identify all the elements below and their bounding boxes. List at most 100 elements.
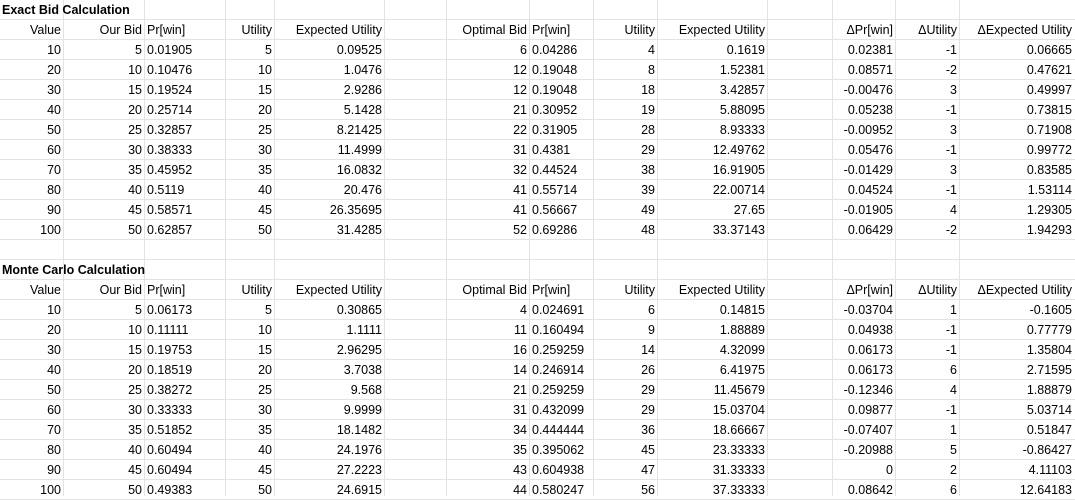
table-cell[interactable]: 0.44524 [532, 163, 578, 177]
table-cell[interactable]: 19 [641, 103, 655, 117]
table-cell[interactable]: 27.65 [733, 203, 765, 217]
table-cell[interactable]: 16.0832 [336, 163, 382, 177]
table-cell[interactable]: 2 [950, 463, 957, 477]
column-header[interactable]: Our Bid [99, 283, 142, 297]
table-cell[interactable]: -2 [945, 223, 957, 237]
table-cell[interactable]: 41 [513, 203, 527, 217]
table-cell[interactable]: 40 [128, 443, 142, 457]
table-cell[interactable]: 0.4381 [532, 143, 571, 157]
table-cell[interactable]: 4 [950, 203, 957, 217]
table-cell[interactable]: 29 [641, 143, 655, 157]
table-cell[interactable]: 0.04524 [847, 183, 893, 197]
table-cell[interactable]: 0.56667 [532, 203, 578, 217]
table-cell[interactable]: 31 [513, 403, 527, 417]
table-cell[interactable]: 35 [128, 423, 142, 437]
table-cell[interactable]: -0.03704 [843, 303, 893, 317]
table-cell[interactable]: 35 [258, 423, 272, 437]
table-cell[interactable]: 27.2223 [336, 463, 382, 477]
column-header[interactable]: ΔExpected Utility [977, 283, 1073, 297]
table-cell[interactable]: 50 [128, 223, 142, 237]
table-cell[interactable]: -0.86427 [1022, 443, 1072, 457]
table-cell[interactable]: 0.444444 [532, 423, 585, 437]
table-cell[interactable]: 0.604938 [532, 463, 585, 477]
column-header[interactable]: Optimal Bid [462, 283, 527, 297]
table-cell[interactable]: 1.1111 [346, 323, 382, 337]
table-cell[interactable]: 29 [641, 383, 655, 397]
column-header[interactable]: ΔExpected Utility [977, 23, 1073, 37]
table-cell[interactable]: 9 [648, 323, 655, 337]
table-cell[interactable]: 0.69286 [532, 223, 578, 237]
table-cell[interactable]: 0.99772 [1026, 143, 1072, 157]
table-cell[interactable]: 49 [641, 203, 655, 217]
table-cell[interactable]: 0.38333 [147, 143, 193, 157]
table-cell[interactable]: 16 [513, 343, 527, 357]
table-cell[interactable]: 25 [128, 123, 142, 137]
table-cell[interactable]: 4 [950, 383, 957, 397]
table-cell[interactable]: 70 [47, 163, 61, 177]
table-cell[interactable]: 0.19524 [147, 83, 193, 97]
table-cell[interactable]: 0.06665 [1026, 43, 1072, 57]
table-cell[interactable]: 10 [128, 63, 142, 77]
column-header[interactable]: Utility [624, 23, 655, 37]
table-cell[interactable]: 0.83585 [1026, 163, 1072, 177]
table-cell[interactable]: 0.60494 [147, 443, 193, 457]
table-cell[interactable]: 8 [648, 63, 655, 77]
table-cell[interactable]: 14 [513, 363, 527, 377]
table-cell[interactable]: 20 [128, 103, 142, 117]
table-cell[interactable]: 45 [258, 203, 272, 217]
column-header[interactable]: Pr[win] [532, 283, 571, 297]
table-cell[interactable]: -0.01905 [843, 203, 893, 217]
column-header[interactable]: ΔPr[win] [846, 23, 893, 37]
table-cell[interactable]: 1 [950, 303, 957, 317]
table-cell[interactable]: 5.88095 [719, 103, 765, 117]
table-cell[interactable]: 10 [128, 323, 142, 337]
table-cell[interactable]: 0.19048 [532, 83, 578, 97]
table-cell[interactable]: 5 [265, 303, 272, 317]
table-cell[interactable]: 0.60494 [147, 463, 193, 477]
table-cell[interactable]: 0.33333 [147, 403, 193, 417]
table-cell[interactable]: 30 [128, 403, 142, 417]
table-cell[interactable]: 100 [40, 223, 61, 237]
table-cell[interactable]: 1.29305 [1026, 203, 1072, 217]
column-header[interactable]: Expected Utility [678, 23, 765, 37]
table-cell[interactable]: 18.66667 [712, 423, 765, 437]
table-cell[interactable]: -1 [945, 403, 957, 417]
table-cell[interactable]: 0.51852 [147, 423, 193, 437]
table-cell[interactable]: 10 [258, 63, 272, 77]
table-cell[interactable]: 45 [128, 203, 142, 217]
table-cell[interactable]: 22 [513, 123, 527, 137]
table-cell[interactable]: 14 [641, 343, 655, 357]
table-cell[interactable]: 0.31905 [532, 123, 578, 137]
column-header[interactable]: Pr[win] [147, 23, 186, 37]
table-cell[interactable]: -2 [945, 63, 957, 77]
table-cell[interactable]: 11.4999 [337, 143, 382, 157]
table-cell[interactable]: 11 [514, 323, 527, 337]
table-cell[interactable]: 26 [641, 363, 655, 377]
table-cell[interactable]: 35 [258, 163, 272, 177]
table-cell[interactable]: 0.10476 [147, 63, 193, 77]
table-cell[interactable]: 22.00714 [712, 183, 765, 197]
table-cell[interactable]: 52 [513, 223, 527, 237]
table-cell[interactable]: 0.259259 [532, 343, 585, 357]
table-cell[interactable]: 0.30952 [532, 103, 578, 117]
table-cell[interactable]: 0.25714 [147, 103, 193, 117]
table-cell[interactable]: 9.568 [350, 383, 382, 397]
table-cell[interactable]: 1.94293 [1026, 223, 1072, 237]
table-cell[interactable]: 23.33333 [712, 443, 765, 457]
table-cell[interactable]: 0.45952 [147, 163, 193, 177]
table-cell[interactable]: 3 [950, 83, 957, 97]
table-cell[interactable]: 43 [513, 463, 527, 477]
table-cell[interactable]: 1.35804 [1026, 343, 1072, 357]
table-cell[interactable]: 0.05476 [847, 143, 893, 157]
table-cell[interactable]: 41 [513, 183, 527, 197]
table-cell[interactable]: 21 [513, 383, 527, 397]
table-cell[interactable]: 60 [47, 143, 61, 157]
table-cell[interactable]: 12.64183 [1019, 483, 1072, 497]
table-cell[interactable]: 50 [258, 483, 272, 497]
table-cell[interactable]: 3.42857 [719, 83, 765, 97]
table-cell[interactable]: 12 [513, 83, 527, 97]
table-cell[interactable]: 8.93333 [719, 123, 765, 137]
table-cell[interactable]: 40 [47, 103, 61, 117]
table-cell[interactable]: 1.0476 [343, 63, 382, 77]
table-cell[interactable]: 0.06173 [847, 363, 893, 377]
